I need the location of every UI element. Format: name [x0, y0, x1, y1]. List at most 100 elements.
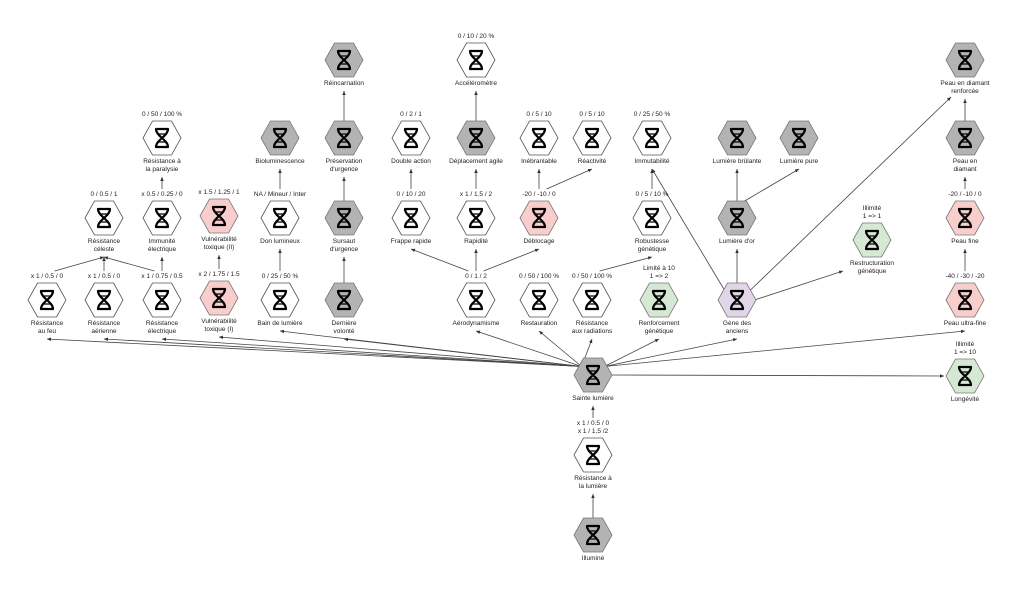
skill-node-restructuration[interactable]: Restructuration génétique Illimité 1 => 1 [850, 205, 894, 275]
skill-node-diamantrenf[interactable]: Peau en diamant renforcée [940, 42, 990, 95]
skill-node-immunite[interactable]: Immunité électrique x 0.5 / 0.25 / 0 [141, 191, 183, 253]
skill-node-deplacement[interactable]: Déplacement agile [449, 120, 503, 165]
edge-feu-to-celeste [54, 256, 105, 272]
skill-node-longevite[interactable]: Longévité Illimité 1 => 10 [945, 341, 985, 403]
skill-label: Aérodynamisme [453, 320, 500, 327]
edge-gene-to-diamantrenf [748, 96, 952, 293]
skill-node-tox1[interactable]: Vulnérabilité toxique (I) x 2 / 1.75 / 1.5 [198, 271, 240, 333]
skill-node-brulante[interactable]: Lumière brûlante [713, 120, 762, 165]
skill-node-bain[interactable]: Bain de lumière 0 / 25 / 50 % [257, 273, 303, 327]
skill-node-illumine[interactable]: Illuminé [573, 517, 613, 562]
skill-label: Peau fine [951, 238, 979, 245]
skill-node-accelerometre[interactable]: Accéléromètre 0 / 10 / 20 % [455, 33, 497, 87]
skill-node-aerienne[interactable]: Résistance aérienne x 1 / 0.5 / 0 [84, 273, 124, 335]
skill-node-pure[interactable]: Lumière pure [779, 120, 819, 165]
skill-node-sainte[interactable]: Sainte lumière [572, 357, 614, 402]
skill-node-reincarnation[interactable]: Réincarnation [324, 42, 364, 87]
edge-radiations-to-robustesse [599, 256, 653, 272]
skill-node-biolum[interactable]: Bioluminescence [255, 120, 305, 165]
dna-icon [957, 207, 973, 229]
skill-node-paralysie[interactable]: Résistance à la paralysie 0 / 50 / 100 % [142, 111, 182, 173]
skill-value: 0 / 0.5 / 1 [90, 191, 117, 198]
skill-node-don[interactable]: Don lumineux NA / Mineur / Inter [254, 191, 307, 245]
dna-icon [957, 49, 973, 71]
skill-value: 0 / 10 / 20 % [458, 33, 495, 40]
skill-value: x 1 / 1.5 / 2 [460, 191, 493, 198]
dna-icon [531, 289, 547, 311]
dna-icon [336, 49, 352, 71]
skill-node-peaufine[interactable]: Peau fine -20 / -10 / 0 [945, 191, 985, 245]
dna-icon [96, 207, 112, 229]
dna-icon [584, 289, 600, 311]
skill-value: Limité à 10 1 => 2 [643, 265, 675, 280]
skill-node-diamant[interactable]: Peau en diamant [945, 120, 985, 173]
dna-icon [272, 127, 288, 149]
skill-node-inebranlable[interactable]: Inébranlable 0 / 5 / 10 [519, 111, 559, 165]
skill-label: Lumière d'or [719, 238, 756, 245]
edge-lumieredor-to-pure [744, 168, 800, 202]
skill-label: Vulnérabilité toxique (I) [201, 318, 237, 333]
dna-icon [468, 207, 484, 229]
skill-label: Illuminé [582, 555, 605, 562]
skill-node-immutabilite[interactable]: Immutabilité 0 / 25 / 50 % [632, 111, 672, 165]
skill-node-double[interactable]: Double action 0 / 2 / 1 [391, 111, 431, 165]
skill-value: 0 / 5 / 10 [579, 111, 605, 118]
dna-icon [154, 207, 170, 229]
dna-icon [957, 365, 973, 387]
skill-node-restauration[interactable]: Restauration 0 / 50 / 100 % [519, 273, 559, 327]
skill-node-sursaut[interactable]: Sursaut d'urgence [324, 200, 364, 253]
skill-value: -20 / -10 / 0 [522, 191, 556, 198]
skill-node-lumieredor[interactable]: Lumière d'or [717, 200, 757, 245]
skill-value: x 1 / 0.5 / 0 [88, 273, 121, 280]
dna-icon [336, 289, 352, 311]
skill-node-rapidite[interactable]: Rapidité x 1 / 1.5 / 2 [456, 191, 496, 245]
skill-label: Déblocage [523, 238, 554, 245]
skill-node-celeste[interactable]: Résistance céleste 0 / 0.5 / 1 [84, 191, 124, 253]
skill-node-preservation[interactable]: Préservation d'urgence [324, 120, 364, 173]
skill-label: Longévité [951, 396, 980, 403]
skill-node-radiations[interactable]: Résistance aux radiations 0 / 50 / 100 % [572, 273, 613, 335]
dna-icon [272, 289, 288, 311]
skill-node-frappe[interactable]: Frappe rapide 0 / 10 / 20 [391, 191, 432, 245]
skill-node-feu[interactable]: Résistance au feu x 1 / 0.5 / 0 [27, 273, 67, 335]
skill-node-derniere[interactable]: Dernière volonté [324, 282, 364, 335]
skill-label: Peau en diamant [953, 158, 978, 173]
skill-label: Peau en diamant renforcée [940, 80, 989, 95]
skill-value: 0 / 25 / 50 % [634, 111, 671, 118]
skill-label: Lumière pure [780, 158, 819, 165]
skill-node-robustesse[interactable]: Robustesse génétique 0 / 5 / 10 % [632, 191, 672, 253]
skill-node-tox2[interactable]: Vulnérabilité toxique (II) x 1.5 / 1.25 / … [198, 189, 240, 251]
dna-icon [644, 127, 660, 149]
skill-node-electrique[interactable]: Résistance électrique x 1 / 0.75 / 0.5 [141, 273, 183, 335]
skill-value: x 2 / 1.75 / 1.5 [198, 271, 240, 278]
dna-icon [651, 289, 667, 311]
dna-icon [154, 127, 170, 149]
skill-label: Frappe rapide [391, 238, 432, 245]
skill-label: Inébranlable [521, 158, 557, 165]
skill-node-ultrafine[interactable]: Peau ultra-fine -40 / -30 / -20 [944, 273, 987, 327]
skill-label: Résistance à la paralysie [143, 158, 181, 173]
skill-value: -20 / -10 / 0 [948, 191, 982, 198]
skill-node-renforcement[interactable]: Renforcement génétique Limité à 10 1 => 2 [639, 265, 680, 335]
skill-label: Immunité électrique [148, 238, 177, 253]
dna-icon [336, 207, 352, 229]
skill-node-aero[interactable]: Aérodynamisme 0 / 1 / 2 [453, 273, 500, 327]
skill-node-gene[interactable]: Gène des anciens [717, 282, 757, 335]
skill-label: Vulnérabilité toxique (II) [201, 236, 237, 251]
edge-sainte-to-feu [46, 337, 582, 367]
skill-label: Peau ultra-fine [944, 320, 987, 327]
skill-label: Résistance au feu [31, 320, 64, 335]
dna-icon [468, 49, 484, 71]
edge-sainte-to-gene [604, 338, 738, 367]
dna-icon [957, 127, 973, 149]
skill-label: Résistance aux radiations [572, 320, 613, 335]
skill-label: Résistance aérienne [88, 320, 121, 335]
edge-gene-to-restructuration [748, 270, 844, 303]
skill-node-deblocage[interactable]: Déblocage -20 / -10 / 0 [519, 191, 559, 245]
dna-icon [336, 127, 352, 149]
skill-value: Illimité 1 => 1 [863, 205, 882, 220]
skill-value: 0 / 25 / 50 % [262, 273, 299, 280]
skill-node-reactivite[interactable]: Réactivité 0 / 5 / 10 [572, 111, 612, 165]
